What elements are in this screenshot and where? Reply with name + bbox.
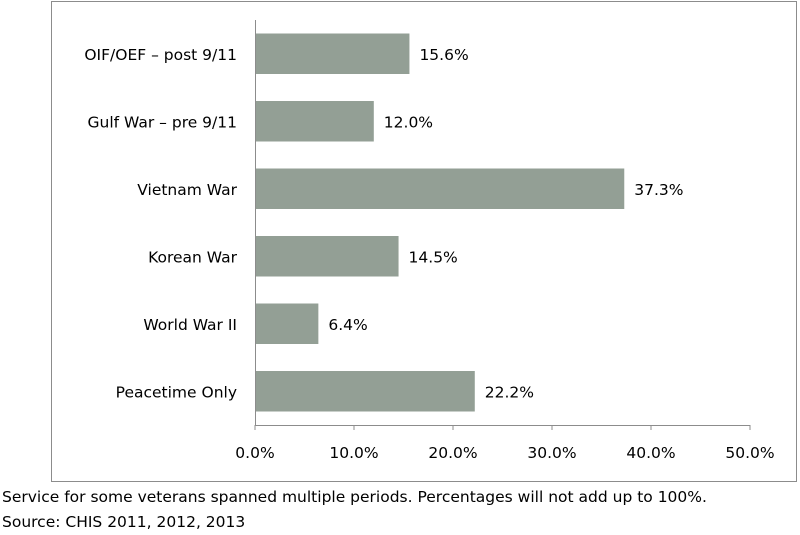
x-tick-label: 10.0% bbox=[329, 444, 378, 462]
footnote-multiple-periods: Service for some veterans spanned multip… bbox=[2, 488, 707, 506]
x-tick-label: 0.0% bbox=[235, 444, 274, 462]
bars-group bbox=[255, 33, 625, 412]
data-label: 14.5% bbox=[409, 248, 458, 266]
x-tick-label: 20.0% bbox=[428, 444, 477, 462]
bar bbox=[255, 303, 319, 344]
category-label: World War II bbox=[143, 316, 237, 334]
category-label: Peacetime Only bbox=[116, 383, 237, 401]
category-label: Vietnam War bbox=[137, 181, 237, 199]
data-label: 37.3% bbox=[634, 181, 683, 199]
data-label: 22.2% bbox=[485, 383, 534, 401]
data-label: 6.4% bbox=[328, 316, 367, 334]
data-label: 12.0% bbox=[384, 113, 433, 131]
category-label: Gulf War – pre 9/11 bbox=[88, 113, 237, 131]
data-label: 15.6% bbox=[419, 46, 468, 64]
x-tick-label: 50.0% bbox=[725, 444, 774, 462]
source-note: Source: CHIS 2011, 2012, 2013 bbox=[2, 513, 246, 531]
category-label: Korean War bbox=[148, 248, 238, 266]
labels-group: 15.6% OIF/OEF – post 9/11 12.0% Gulf War – … bbox=[84, 46, 683, 402]
x-tick-label: 30.0% bbox=[527, 444, 576, 462]
x-axis: 0.0% 10.0% 20.0% 30.0% 40.0% 50.0% bbox=[235, 20, 775, 462]
bar bbox=[255, 236, 399, 277]
bar bbox=[255, 101, 374, 142]
category-label: OIF/OEF – post 9/11 bbox=[84, 46, 237, 64]
bar bbox=[255, 371, 475, 412]
x-tick-label: 40.0% bbox=[626, 444, 675, 462]
bar bbox=[255, 33, 410, 74]
bar bbox=[255, 168, 625, 209]
